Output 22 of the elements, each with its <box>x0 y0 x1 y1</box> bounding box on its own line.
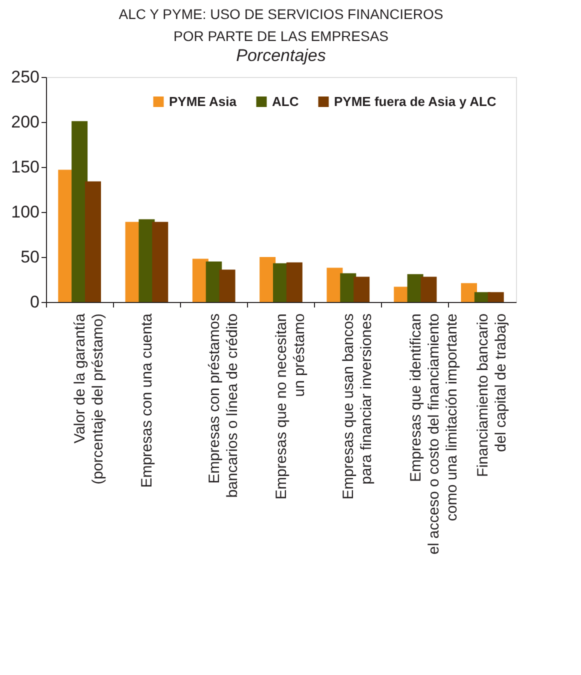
legend-label: ALC <box>272 94 300 109</box>
y-tick-label: 250 <box>11 68 40 86</box>
y-axis-title: Porcentajes <box>236 46 326 65</box>
x-tick-label: Empresas con una cuenta <box>138 312 156 488</box>
y-tick-label: 150 <box>11 158 40 176</box>
legend-label: PYME Asia <box>169 94 238 109</box>
bar <box>286 262 302 302</box>
bar <box>219 270 236 302</box>
y-tick-label: 50 <box>20 248 40 266</box>
y-tick-label: 200 <box>11 112 40 132</box>
bar <box>354 276 370 302</box>
bar <box>488 292 504 302</box>
y-tick-label: 100 <box>11 202 40 222</box>
x-tick-label: Empresas con préstamos bancarios o línea de crédito <box>206 314 241 498</box>
bar <box>461 283 477 302</box>
bar <box>85 181 101 302</box>
chart-title: ALC Y PYME: USO DE SERVICIOS FINANCIEROS POR PARTE DE LAS EMPRESAS <box>118 6 444 44</box>
bar <box>420 276 437 302</box>
y-tick-label: 0 <box>30 292 40 312</box>
bar <box>152 222 168 302</box>
legend-label: PYME fuera de Asia y ALC <box>334 94 497 109</box>
x-tick-label: Valor de la garantía (porcentaje del préstamo) <box>72 312 107 484</box>
